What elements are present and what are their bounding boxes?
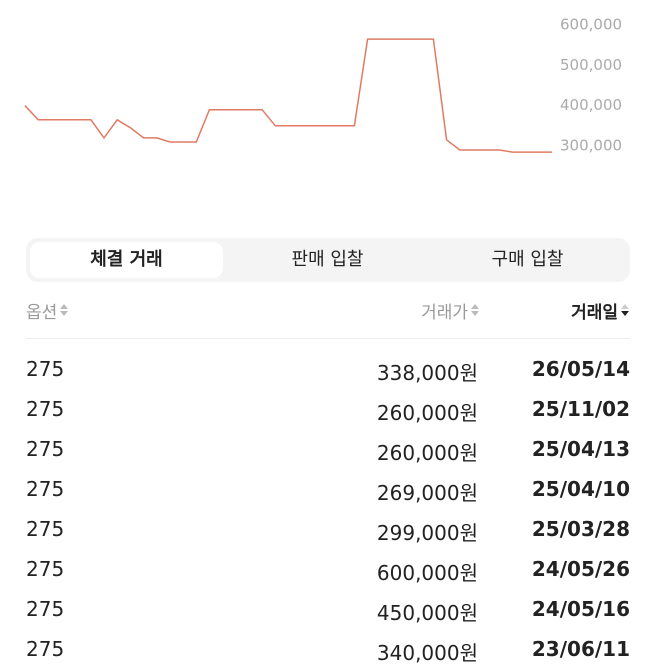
header-text: 거래일 — [571, 303, 618, 323]
y-tick-label: 600,000 — [560, 16, 622, 34]
column-header[interactable]: 거래가 — [421, 298, 480, 323]
table-cell: 275 — [26, 637, 65, 661]
sort-icon — [60, 304, 69, 316]
table-cell: 275 — [26, 477, 65, 501]
column-header[interactable]: 거래일 — [571, 298, 630, 323]
table-cell: 600,000원 — [376, 561, 478, 585]
table-cell: 275 — [26, 597, 65, 621]
table-cell: 26/05/14 — [531, 357, 630, 381]
y-tick-label: 400,000 — [560, 96, 622, 114]
header-text: 거래가 — [421, 303, 468, 323]
divider — [26, 338, 630, 339]
table-cell: 450,000원 — [376, 601, 478, 625]
table-cell: 275 — [26, 357, 65, 381]
table-cell: 275 — [26, 557, 65, 581]
table-cell: 275 — [26, 437, 65, 461]
table-cell: 24/05/16 — [531, 597, 630, 621]
tab[interactable]: 체결 거래 — [30, 242, 223, 278]
table-cell: 23/06/11 — [531, 637, 630, 661]
y-tick-label: 500,000 — [560, 56, 622, 74]
sort-icon — [621, 304, 629, 316]
price-chart: 600,000 500,000 400,000 300,000 — [24, 16, 622, 155]
table-cell: 25/04/10 — [531, 477, 630, 501]
table-cell: 340,000원 — [376, 641, 478, 665]
table-cell: 25/04/13 — [531, 437, 630, 461]
table-cell: 25/11/02 — [531, 397, 630, 421]
column-header[interactable]: 옵션 — [26, 298, 69, 323]
table-cell: 299,000원 — [376, 521, 478, 545]
sort-icon — [471, 304, 479, 316]
table-cell: 338,000원 — [376, 361, 478, 385]
table-cell: 260,000원 — [376, 441, 478, 465]
header-text: 옵션 — [26, 303, 58, 323]
table-cell: 275 — [26, 517, 65, 541]
table-cell: 25/03/28 — [531, 517, 630, 541]
tab[interactable]: 구매 입찰 — [491, 249, 564, 270]
y-tick-label: 300,000 — [560, 137, 622, 155]
price-line — [24, 38, 552, 153]
table-cell: 269,000원 — [376, 481, 478, 505]
table-cell: 24/05/26 — [531, 557, 630, 581]
tab-bar: 체결 거래 판매 입찰 구매 입찰 — [26, 238, 630, 282]
tab[interactable]: 판매 입찰 — [291, 249, 364, 270]
table-cell: 260,000원 — [376, 401, 478, 425]
table-cell: 275 — [26, 397, 65, 421]
